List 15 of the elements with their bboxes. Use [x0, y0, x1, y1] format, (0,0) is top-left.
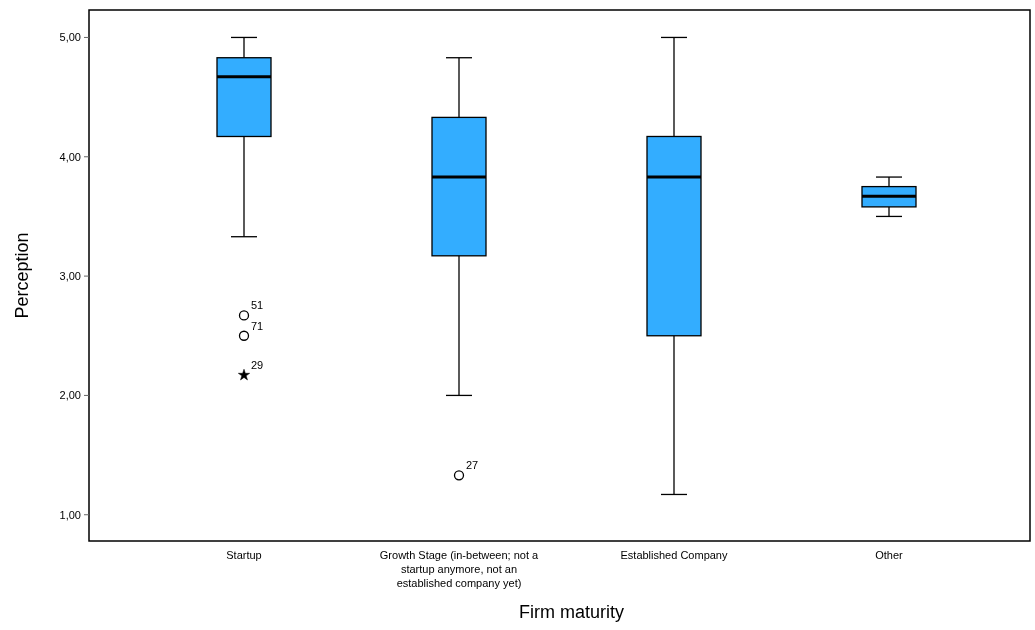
y-tick-label: 4,00 [59, 150, 81, 163]
x-tick-label: Growth Stage (in-between; not a startup anymore, not an established company yet) [379, 549, 540, 589]
annotation: 71 [251, 319, 264, 332]
annotation: 29 [251, 359, 264, 372]
annotation: 27 [466, 459, 479, 472]
annotation: 51 [251, 299, 264, 312]
y-tick-label: 2,00 [59, 389, 81, 402]
y-tick-label: 1,00 [59, 508, 81, 521]
y-axis-title: Perception [12, 232, 32, 319]
x-tick-label: Startup [226, 549, 262, 561]
x-tick-label: Established Company [620, 549, 728, 561]
x-axis-title: Firm maturity [519, 602, 624, 622]
y-tick-label: 3,00 [59, 269, 81, 282]
y-tick-label: 5,00 [59, 31, 81, 44]
x-tick-label: Other [875, 549, 904, 561]
